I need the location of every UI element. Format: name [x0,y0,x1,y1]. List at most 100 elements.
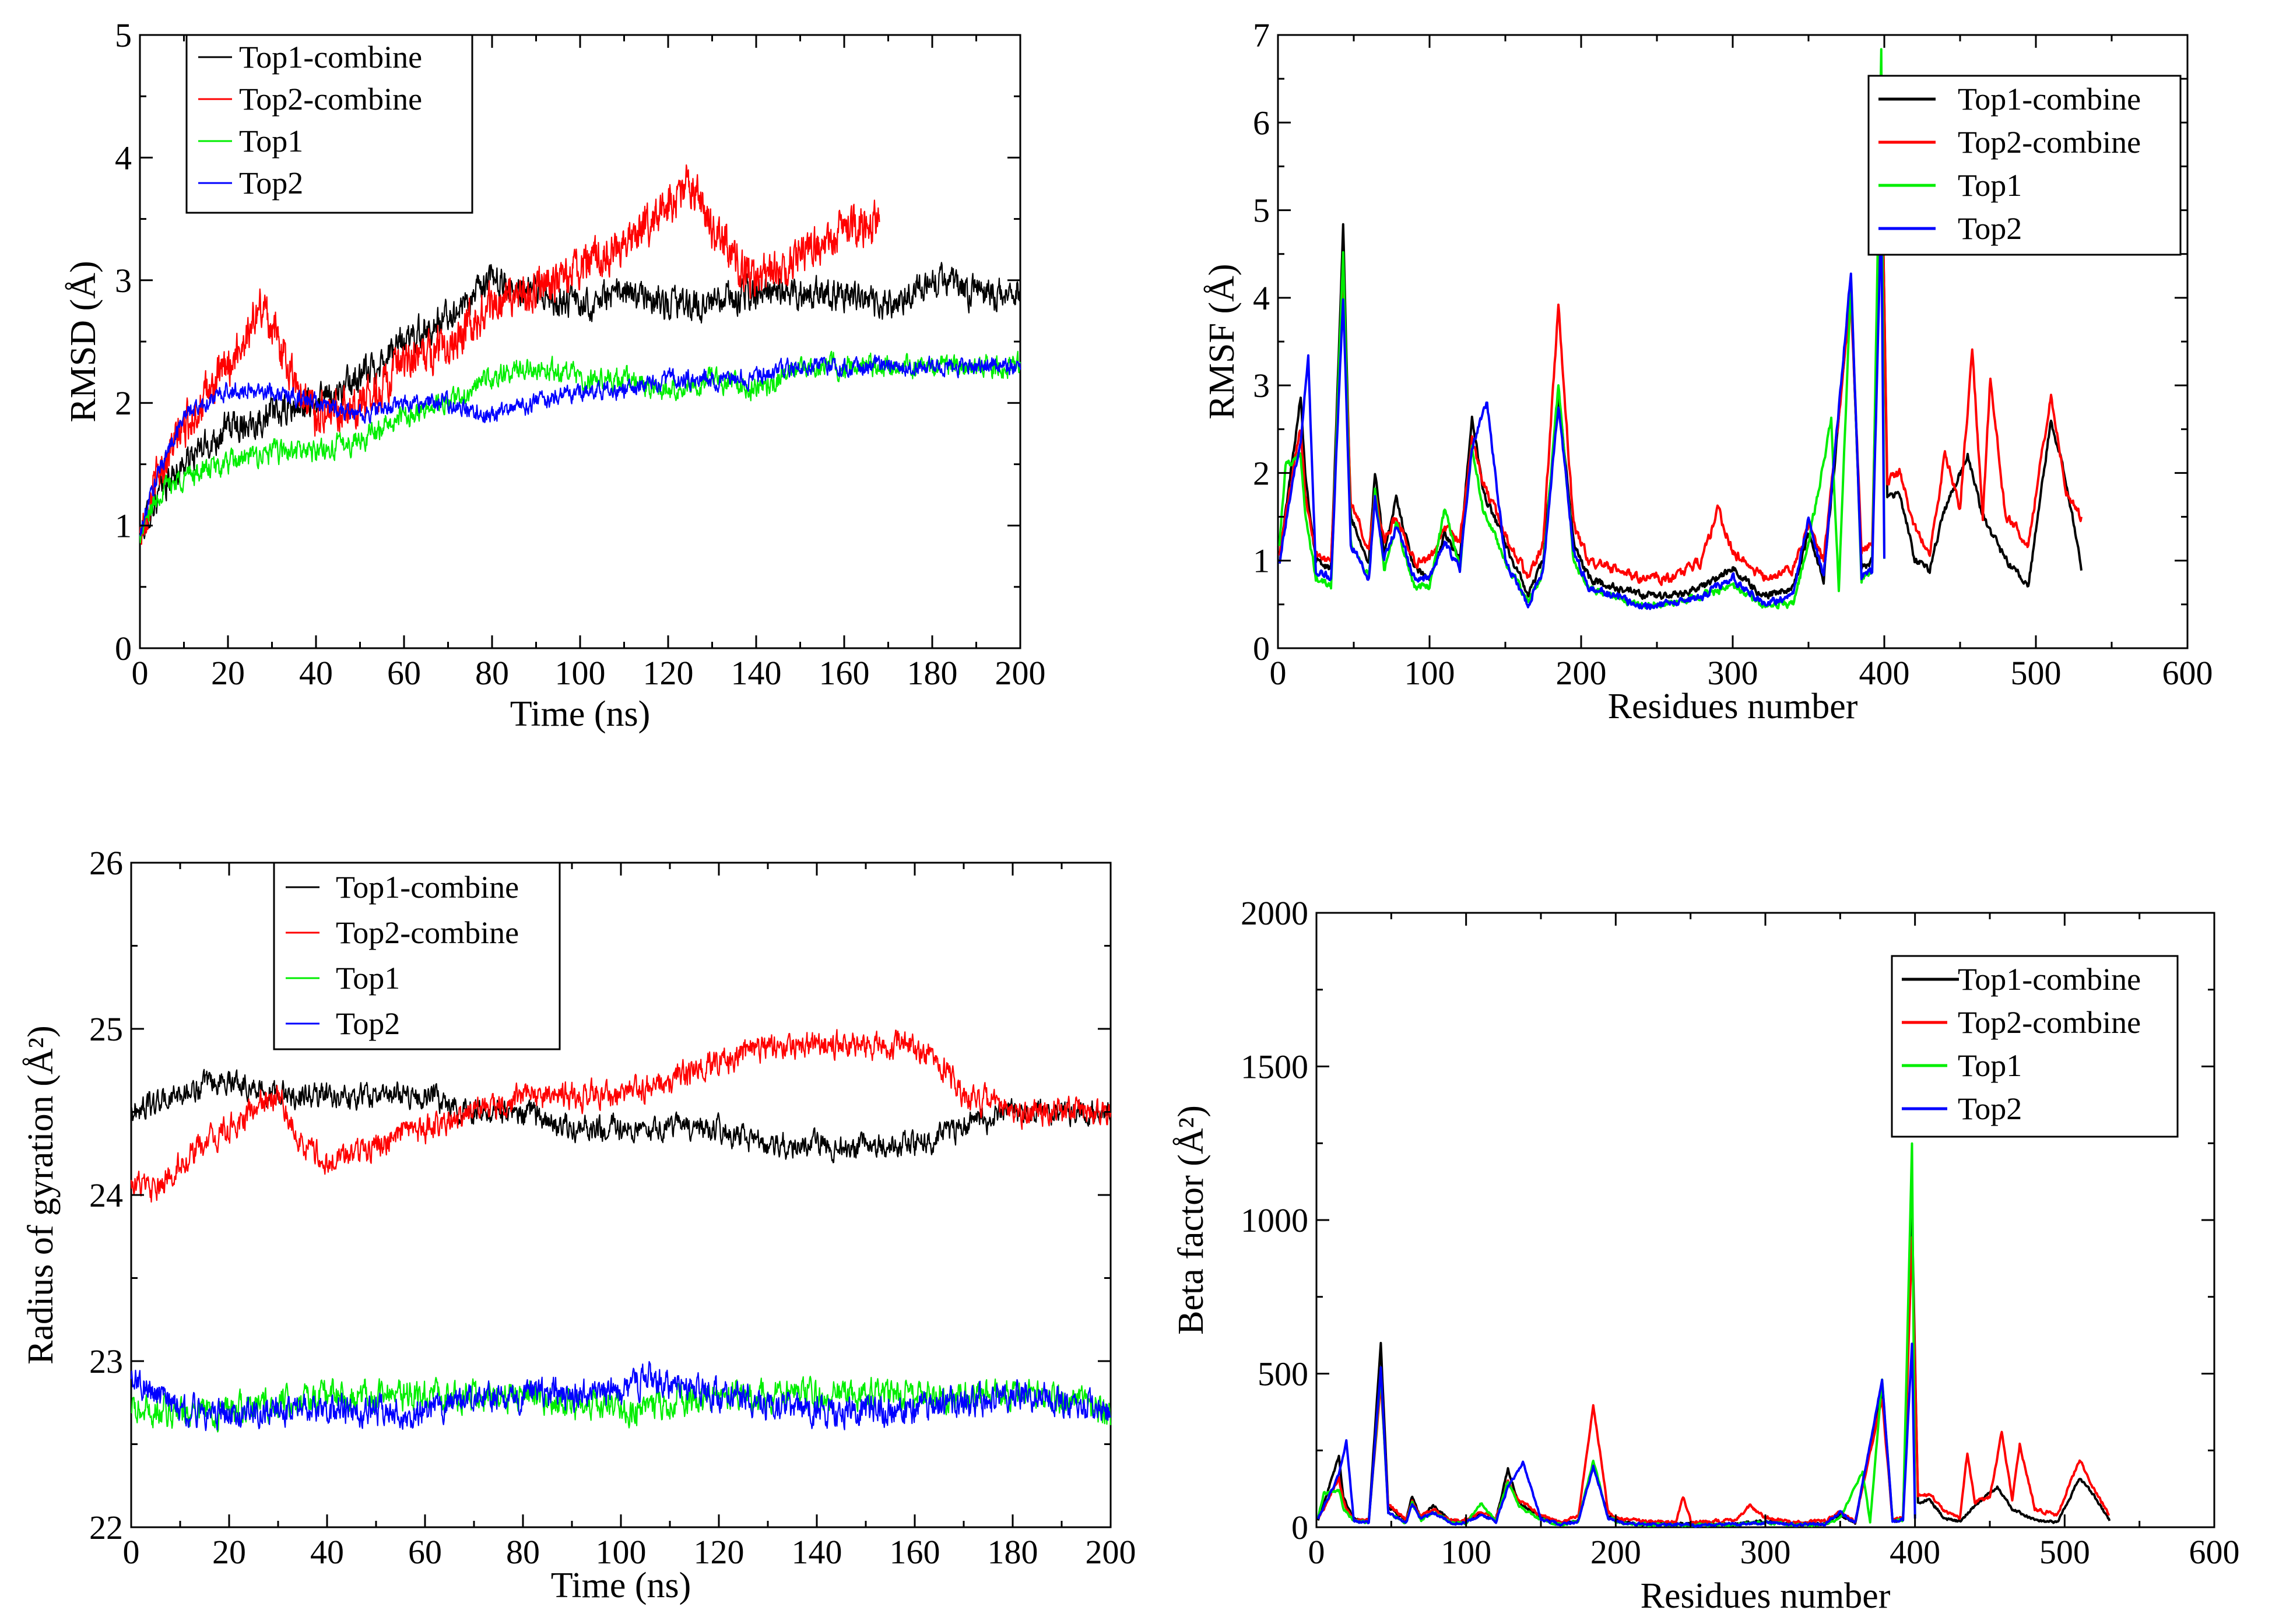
y-tick-label: 1500 [1241,1048,1308,1086]
rg-legend-box [273,862,561,1050]
rmsd-legend-box [185,34,473,214]
rmsf-y-axis-label: RMSF (Å) [1202,263,1242,419]
x-tick-label: 500 [2011,654,2062,692]
x-tick-label: 200 [995,654,1046,692]
rg-x-axis-label: Time (ns) [551,1566,691,1605]
x-tick-label: 60 [387,654,421,692]
x-tick-label: 160 [819,654,870,692]
rmsf-legend-label-2: Top1 [1958,168,2022,203]
y-tick-label: 24 [89,1176,123,1214]
rmsf-legend-box [1867,75,2182,256]
x-tick-label: 100 [1441,1533,1491,1571]
rg-y-axis-label: Radius of gyration (Å²) [21,1025,61,1365]
x-tick-label: 180 [988,1533,1038,1571]
x-tick-label: 120 [643,654,694,692]
rmsd-series-top1-combine [139,262,1021,542]
y-tick-label: 26 [89,844,123,882]
rmsf-series-top2 [1278,210,1885,610]
x-tick-label: 140 [731,654,782,692]
beta-legend-label-0: Top1-combine [1958,962,2141,997]
x-tick-label: 300 [1708,654,1758,692]
x-tick-label: 400 [1859,654,1910,692]
rmsf-series-top2-combine [1278,125,2083,586]
rmsd-series-layer [139,164,1021,545]
rmsd-x-axis-label: Time (ns) [510,694,651,734]
y-tick-label: 2 [1253,454,1270,492]
rg-legend-label-2: Top1 [336,961,400,996]
y-tick-label: 500 [1258,1355,1308,1393]
rmsd-series-top1 [139,350,1021,544]
rmsf-legend-label-0: Top1-combine [1958,82,2141,117]
y-tick-label: 2 [115,384,132,422]
x-tick-label: 0 [1308,1533,1325,1571]
rmsd-legend: Top1-combine Top2-combine Top1 Top2 [185,34,473,214]
x-tick-label: 140 [792,1533,842,1571]
x-tick-label: 100 [596,1533,647,1571]
rg-tick-layer: 0 20 40 60 80 100 120 140 160 180 200 22 23 24 25 26 [89,844,1136,1571]
y-tick-label: 1 [115,507,132,545]
beta-y-axis-label: Beta factor (Å²) [1171,1105,1211,1335]
rmsf-series-layer [1278,48,2083,610]
y-tick-label: 4 [1253,279,1270,317]
rmsf-legend: Top1-combine Top2-combine Top1 Top2 [1867,75,2182,256]
x-tick-label: 100 [1404,654,1455,692]
rmsf-x-axis-label: Residues number [1608,687,1858,726]
beta-legend-label-3: Top2 [1958,1091,2022,1126]
rmsd-legend-label-2: Top1 [239,124,303,159]
x-tick-label: 120 [694,1533,745,1571]
beta-series-top2-combine [1316,1236,2111,1525]
beta-panel: 0 100 200 300 400 500 600 0 500 1000 1500 2000 Resi… [1171,894,2240,1616]
rmsf-panel: 0 100 200 300 400 500 600 0 1 2 3 4 5 6 7 Residues num… [1202,16,2213,726]
beta-tick-layer: 0 100 200 300 400 500 600 0 500 1000 1500 2000 [1241,894,2240,1571]
x-tick-label: 20 [211,654,245,692]
x-tick-label: 200 [1086,1533,1136,1571]
beta-legend-box [1891,955,2179,1138]
y-tick-label: 5 [1253,192,1270,230]
y-tick-label: 6 [1253,104,1270,142]
rg-legend-label-0: Top1-combine [336,870,519,905]
y-tick-label: 7 [1253,16,1270,54]
rmsd-y-axis-label: RMSD (Å) [64,261,103,422]
rmsf-series-top1-combine [1278,98,2083,600]
rmsd-legend-label-0: Top1-combine [239,40,422,75]
y-tick-label: 5 [115,16,132,54]
y-tick-label: 3 [115,262,132,300]
rg-panel: 0 20 40 60 80 100 120 140 160 180 200 22 23 24 25 26 Ti… [21,844,1136,1605]
beta-legend-label-1: Top2-combine [1958,1005,2141,1040]
beta-series-top1-combine [1316,1211,2111,1528]
x-tick-label: 160 [890,1533,940,1571]
x-tick-label: 600 [2189,1533,2240,1571]
beta-series-top2 [1316,1342,1916,1528]
x-tick-label: 0 [132,654,149,692]
rmsd-series-top2-combine [139,164,880,545]
x-tick-label: 500 [2039,1533,2090,1571]
beta-legend-label-2: Top1 [1958,1048,2022,1083]
rg-legend: Top1-combine Top2-combine Top1 Top2 [273,862,561,1050]
x-tick-label: 80 [475,654,509,692]
rmsf-legend-label-3: Top2 [1958,211,2022,246]
x-tick-label: 180 [907,654,958,692]
x-tick-label: 40 [299,654,333,692]
y-tick-label: 23 [89,1342,123,1380]
y-tick-label: 1000 [1241,1201,1308,1239]
rg-series-top1-combine [130,1068,1112,1163]
beta-series-top1 [1316,1142,1916,1528]
x-tick-label: 0 [1270,654,1287,692]
beta-legend: Top1-combine Top2-combine Top1 Top2 [1891,955,2179,1138]
x-tick-label: 600 [2162,654,2213,692]
y-tick-label: 4 [115,139,132,177]
rmsd-tick-layer: 0 20 40 60 80 100 120 140 160 180 200 0 1 2 3 4 5 [115,16,1046,692]
x-tick-label: 100 [555,654,606,692]
rmsf-legend-label-1: Top2-combine [1958,125,2141,160]
x-tick-label: 60 [408,1533,442,1571]
rmsd-legend-label-3: Top2 [239,166,303,201]
rmsd-series-top2 [139,354,1021,537]
x-tick-label: 40 [310,1533,344,1571]
beta-series-layer [1316,1142,2111,1528]
rmsd-panel: 0 20 40 60 80 100 120 140 160 180 200 0 1 2 3 4 5 Time (… [64,16,1046,734]
rg-series-top2 [130,1361,1111,1432]
rg-series-top2-combine [130,1029,1112,1203]
x-tick-label: 300 [1740,1533,1791,1571]
rg-legend-label-1: Top2-combine [336,915,519,950]
